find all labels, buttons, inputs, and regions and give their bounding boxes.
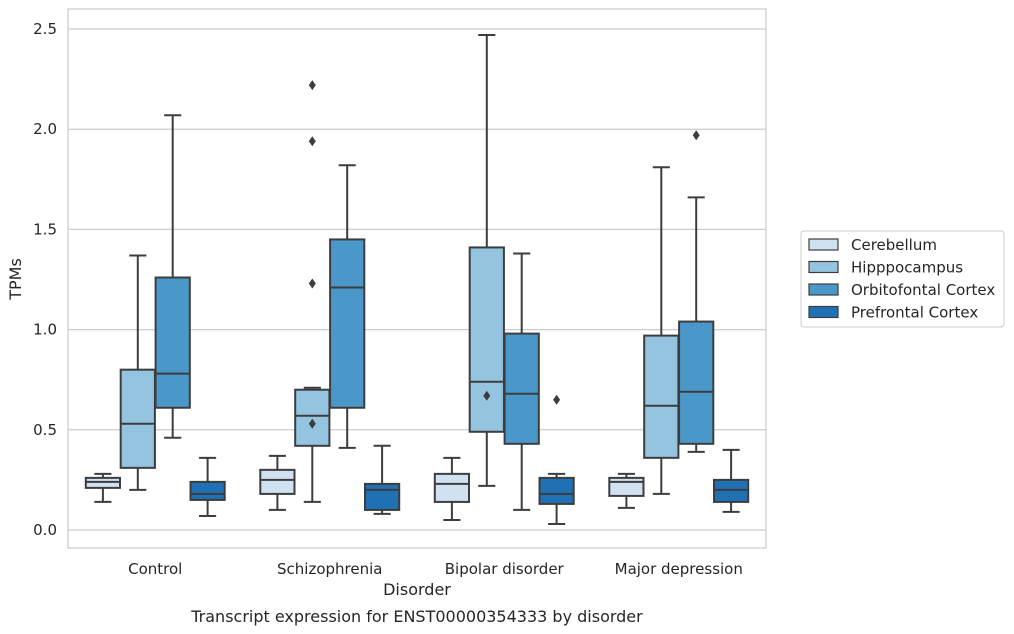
box	[538, 476, 575, 505]
box	[84, 476, 122, 489]
outlier-point	[308, 136, 316, 147]
legend-label: Hipppocampus	[851, 259, 963, 277]
y-tick-label: 2.5	[33, 20, 57, 38]
legend-swatch	[808, 260, 839, 274]
x-tick-label: Bipolar disorder	[445, 560, 565, 578]
chart-caption: Transcript expression for ENST0000035433…	[190, 607, 643, 626]
x-tick-label: Schizophrenia	[277, 560, 382, 578]
box	[154, 276, 191, 409]
box	[259, 468, 296, 495]
outlier-point	[308, 418, 316, 429]
legend-label: Cerebellum	[851, 236, 937, 254]
plot-area-frame	[67, 8, 767, 549]
legend-label: Orbitofontal Cortex	[851, 281, 995, 299]
y-tick-label: 2.0	[33, 120, 57, 138]
outlier-point	[308, 278, 316, 289]
outlier-point	[308, 80, 316, 91]
outlier-point	[483, 390, 491, 401]
y-axis-title: TPMs	[6, 258, 25, 301]
x-axis-title: Disorder	[383, 580, 451, 599]
box	[643, 334, 680, 459]
x-tick-label: Major depression	[615, 560, 743, 578]
legend-swatch	[808, 238, 839, 251]
box	[608, 476, 645, 497]
legend-swatch	[808, 283, 839, 296]
y-tick-label: 1.5	[33, 220, 57, 238]
outlier-point	[553, 394, 561, 405]
box-group	[84, 114, 226, 517]
box	[119, 368, 156, 469]
y-tick-label: 1.0	[33, 321, 57, 339]
box-groups	[84, 34, 750, 525]
box	[329, 238, 366, 409]
x-tick-label: Control	[128, 560, 182, 578]
box	[363, 482, 401, 511]
legend-label: Prefrontal Cortex	[851, 304, 978, 322]
legend-frame	[800, 230, 1005, 328]
box-group	[608, 130, 750, 513]
x-tick-labels: Control Schizophrenia Bipolar disorder Majo…	[128, 560, 743, 578]
box	[294, 388, 331, 447]
box-group	[433, 34, 575, 525]
box	[678, 320, 715, 445]
box	[468, 246, 505, 433]
box	[712, 478, 750, 503]
y-tick-labels: 0.0 0.5 1.0 1.5 2.0 2.5	[33, 20, 57, 539]
legend: Cerebellum Hipppocampus Orbitofontal Corte…	[800, 230, 1005, 328]
y-tick-label: 0.0	[33, 521, 57, 539]
y-tick-label: 0.5	[33, 421, 57, 439]
legend-swatch	[808, 305, 839, 319]
box-group	[259, 80, 401, 515]
outlier-point	[692, 130, 700, 141]
box	[189, 480, 226, 501]
box	[503, 332, 540, 445]
box	[433, 472, 471, 503]
